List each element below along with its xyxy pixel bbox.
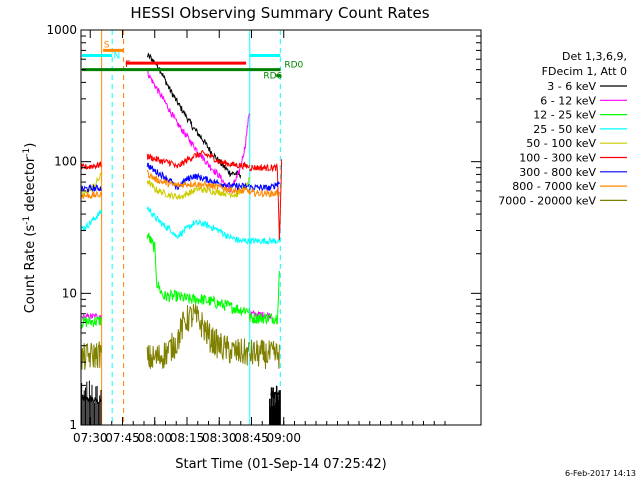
legend-header-line1: Det 1,3,6,9, bbox=[562, 50, 627, 63]
y-tick-label: 1000 bbox=[46, 23, 77, 37]
series-line-0-2 bbox=[270, 389, 280, 399]
y-tick-label: 10 bbox=[62, 286, 77, 300]
series-line-8-1 bbox=[146, 304, 250, 369]
chart-title: HESSI Observing Summary Count Rates bbox=[130, 4, 429, 22]
legend-label: 50 - 100 keV bbox=[526, 137, 596, 150]
saa-annotation-label: S bbox=[104, 40, 110, 50]
legend-label: 800 - 7000 keV bbox=[512, 180, 596, 193]
legend-label: 3 - 6 keV bbox=[547, 80, 596, 93]
y-axis-label-sup1: -1 bbox=[22, 216, 32, 225]
legend-label: 300 - 800 keV bbox=[519, 166, 596, 179]
x-tick-label: 07:45 bbox=[105, 431, 140, 445]
series-line-4-0 bbox=[81, 172, 102, 197]
y-axis-label-sup2: -1 bbox=[22, 148, 32, 157]
x-tick-label: 08:00 bbox=[137, 431, 172, 445]
legend-label: 12 - 25 keV bbox=[533, 109, 596, 122]
series-line-7-0 bbox=[81, 190, 102, 200]
plot-frame bbox=[80, 29, 482, 426]
legend-label: 6 - 12 keV bbox=[540, 94, 596, 107]
series-300-800keV bbox=[81, 162, 280, 193]
series-line-6-2 bbox=[249, 181, 280, 192]
y-tick-label: 1 bbox=[69, 418, 77, 432]
x-tick-label: 09:00 bbox=[266, 431, 301, 445]
y-axis-label-part3: ) bbox=[23, 143, 38, 148]
legend-label: 25 - 50 keV bbox=[533, 123, 596, 136]
series-12-25keV bbox=[81, 232, 280, 330]
series-line-2-1 bbox=[146, 232, 250, 316]
series-line-4-1 bbox=[146, 176, 250, 200]
y-axis-label: Count Rate (s-1 detector-1) bbox=[22, 143, 38, 314]
y-axis-label-part1: Count Rate (s bbox=[23, 225, 38, 314]
series-line-6-0 bbox=[81, 183, 102, 193]
bottom-bursts bbox=[81, 380, 281, 425]
y-axis: 1 10 100 1000 bbox=[46, 23, 481, 432]
series-line-6-1 bbox=[146, 162, 250, 191]
x-tick-label: 08:45 bbox=[234, 431, 269, 445]
series-line-3-2 bbox=[248, 236, 280, 245]
legend-header-line2: FDecim 1, Att 0 bbox=[542, 65, 627, 78]
series-line-2-0 bbox=[81, 316, 102, 330]
date-stamp: 6-Feb-2017 14:13 bbox=[565, 469, 636, 478]
legend: Det 1,3,6,9, FDecim 1, Att 0 3 - 6 keV6 … bbox=[498, 50, 627, 207]
series-25-50keV bbox=[81, 205, 280, 245]
night-annotation-label: N bbox=[113, 52, 120, 62]
y-axis-label-part2: detector bbox=[23, 156, 38, 216]
rd0-annotation-label: RD0 bbox=[284, 60, 303, 70]
x-tick-label: 08:30 bbox=[202, 431, 237, 445]
series-100-300keV bbox=[81, 149, 283, 240]
series-line-8-2 bbox=[248, 338, 280, 370]
legend-label: 7000 - 20000 keV bbox=[498, 194, 596, 207]
series-50-100keV bbox=[81, 172, 250, 200]
series-7000-20000keV bbox=[81, 304, 280, 370]
series-line-3-0 bbox=[81, 209, 102, 233]
series-line-5-1 bbox=[146, 149, 250, 171]
series-line-0-1 bbox=[146, 52, 242, 180]
y-tick-label: 100 bbox=[54, 155, 77, 169]
series-line-7-1 bbox=[146, 169, 250, 195]
series-line-5-0 bbox=[81, 161, 102, 170]
series-layer bbox=[81, 52, 283, 425]
series-line-2-2 bbox=[248, 270, 280, 325]
rd6-annotation-label: RD6 bbox=[263, 72, 282, 82]
x-tick-label: 08:15 bbox=[170, 431, 205, 445]
series-line-8-0 bbox=[81, 341, 102, 370]
x-tick-label: 07:30 bbox=[73, 431, 108, 445]
x-axis-label: Start Time (01-Sep-14 07:25:42) bbox=[175, 457, 386, 472]
series-800-7000keV bbox=[81, 169, 280, 200]
series-line-5-2 bbox=[249, 159, 283, 240]
series-line-7-2 bbox=[248, 188, 280, 198]
legend-label: 100 - 300 keV bbox=[519, 152, 596, 165]
flare-annotation-label: F bbox=[125, 60, 130, 70]
series-line-3-1 bbox=[146, 205, 250, 245]
